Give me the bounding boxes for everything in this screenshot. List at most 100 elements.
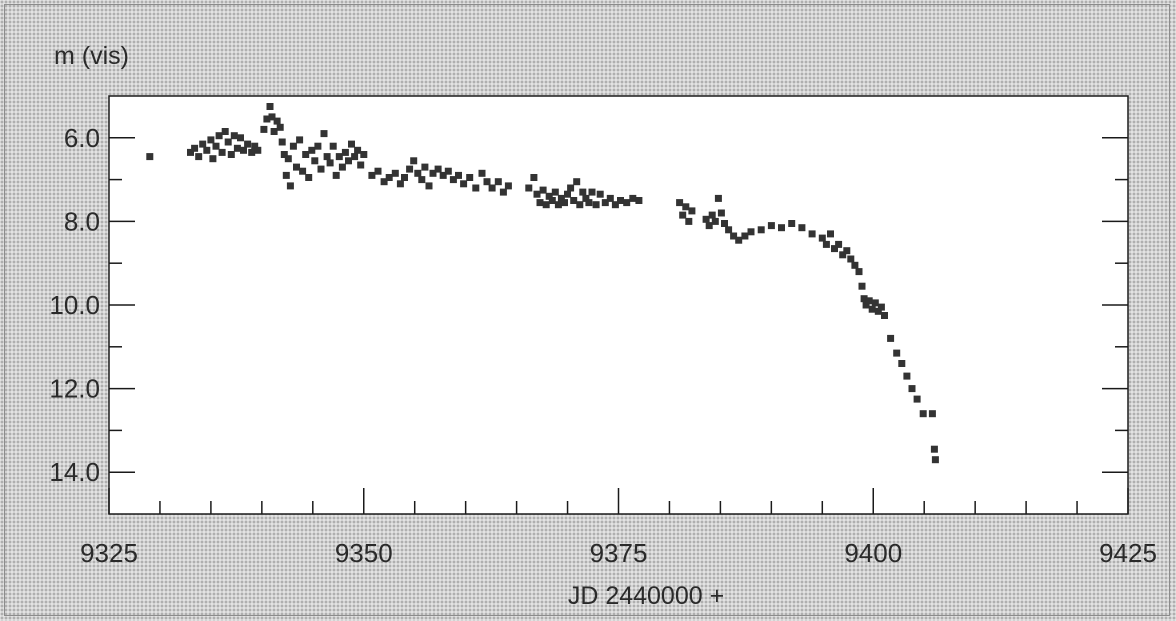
data-point	[308, 146, 316, 154]
y-tick-label: 12.0	[49, 374, 100, 404]
data-point	[329, 142, 337, 150]
data-point	[564, 190, 571, 198]
data-point	[843, 247, 851, 255]
data-point	[567, 184, 575, 192]
data-point	[588, 188, 596, 196]
data-point	[735, 236, 743, 244]
data-point	[596, 190, 604, 198]
data-point	[224, 138, 232, 146]
data-point	[368, 171, 376, 179]
x-tick-label: 9400	[844, 538, 902, 568]
data-point	[434, 165, 442, 173]
data-point	[931, 456, 939, 464]
data-point	[385, 174, 393, 181]
data-point	[708, 211, 716, 219]
data-point	[533, 190, 541, 198]
data-point	[296, 136, 304, 144]
data-point	[244, 140, 252, 148]
data-point	[406, 165, 414, 173]
data-point	[928, 410, 936, 418]
data-point	[557, 194, 565, 202]
data-point	[831, 245, 838, 253]
data-point	[606, 194, 614, 202]
data-point	[260, 125, 268, 133]
data-point	[293, 163, 300, 171]
data-point	[898, 360, 906, 367]
data-point	[548, 197, 556, 204]
x-tick-label: 9350	[335, 538, 393, 568]
data-point	[326, 159, 334, 167]
data-point	[714, 194, 722, 202]
data-point	[348, 140, 355, 148]
data-point	[494, 178, 502, 186]
data-points	[146, 103, 939, 464]
tick-labels: 9325 9350 9375 9400 9425 6.0 8.0 10.0 12.0 14.0	[49, 123, 1157, 568]
data-point	[429, 169, 437, 177]
data-point	[860, 295, 868, 303]
data-point	[203, 146, 211, 154]
data-point	[449, 176, 457, 184]
data-point	[582, 194, 590, 202]
data-point	[788, 220, 796, 227]
data-point	[721, 220, 728, 227]
data-point	[418, 176, 426, 184]
x-tick-label: 9325	[80, 538, 138, 568]
data-point	[444, 167, 452, 175]
data-point	[273, 117, 281, 125]
x-tick-label: 9425	[1099, 538, 1157, 568]
data-point	[270, 128, 278, 135]
data-point	[629, 194, 637, 202]
data-point	[302, 151, 310, 158]
data-point	[263, 115, 271, 123]
data-point	[237, 134, 244, 142]
data-point	[391, 169, 399, 177]
data-point	[868, 305, 876, 313]
data-point	[851, 261, 859, 269]
data-point	[248, 148, 256, 156]
data-point	[425, 182, 433, 190]
data-point	[730, 232, 738, 240]
data-point	[268, 113, 276, 121]
data-point	[862, 301, 870, 309]
data-point	[227, 151, 235, 158]
data-point	[221, 128, 229, 135]
data-point	[212, 142, 220, 150]
data-point	[254, 146, 262, 154]
y-tick-label: 8.0	[64, 206, 100, 236]
data-point	[818, 234, 826, 242]
data-point	[576, 201, 584, 209]
data-point	[410, 157, 418, 165]
plot-area	[108, 95, 1129, 515]
data-point	[299, 167, 307, 175]
data-point	[439, 171, 447, 179]
data-point	[314, 142, 322, 150]
data-point	[874, 307, 882, 315]
data-point	[919, 410, 927, 418]
data-point	[717, 209, 725, 217]
data-point	[702, 215, 710, 223]
data-point	[536, 199, 544, 207]
data-point	[209, 155, 217, 163]
data-point	[893, 349, 901, 357]
data-point	[338, 163, 346, 171]
y-axis-label: m (vis)	[54, 42, 129, 70]
data-point	[798, 224, 806, 232]
data-point	[545, 192, 553, 200]
data-point	[414, 169, 422, 177]
data-point	[542, 201, 550, 209]
data-point	[289, 142, 297, 150]
data-point	[570, 197, 578, 204]
data-point	[230, 132, 238, 140]
data-point	[573, 178, 581, 186]
data-point	[251, 142, 259, 150]
data-point	[280, 151, 288, 158]
data-point	[585, 199, 593, 207]
data-point	[504, 182, 512, 190]
data-point	[705, 222, 713, 230]
data-point	[396, 180, 404, 188]
x-tick-label: 9375	[590, 538, 648, 568]
data-point	[345, 157, 352, 165]
data-point	[332, 171, 340, 179]
data-point	[218, 148, 226, 156]
data-point	[215, 132, 223, 140]
